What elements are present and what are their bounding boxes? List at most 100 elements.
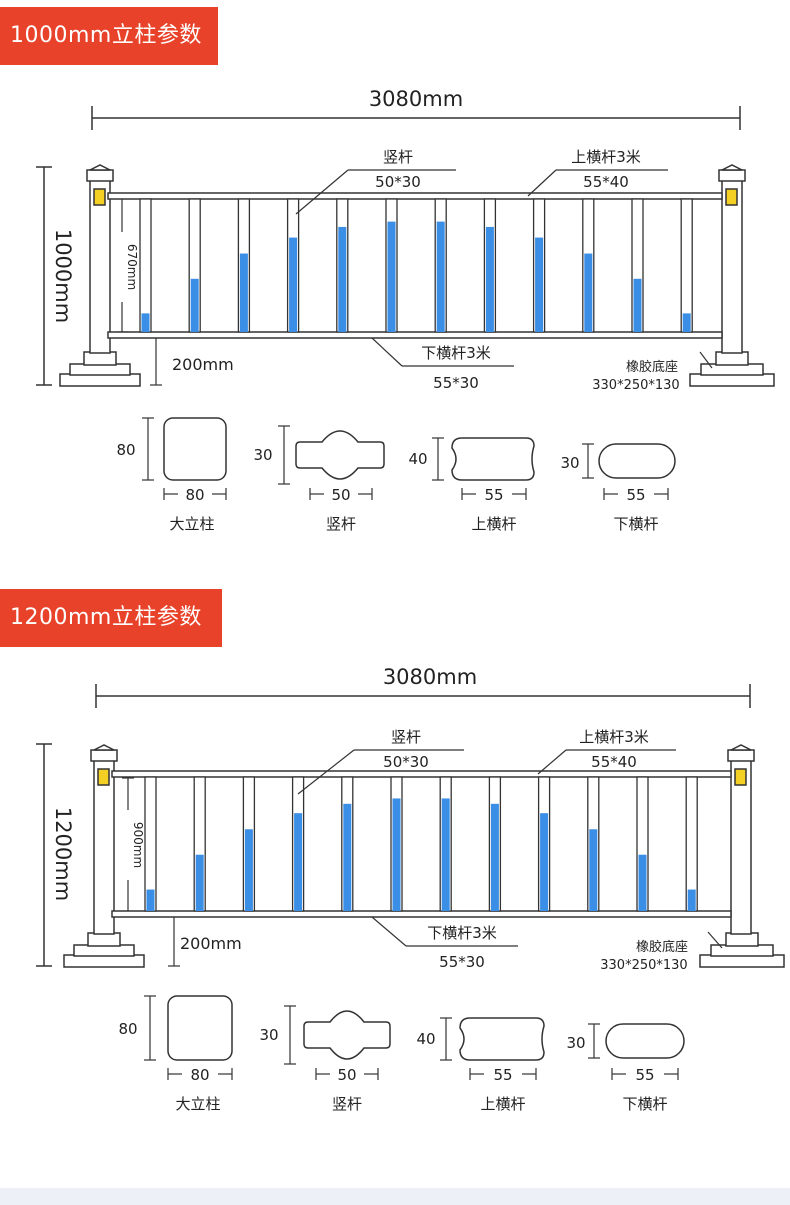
inner-height-label: 670mm <box>125 244 139 290</box>
vertical-bar-size: 50*30 <box>375 173 421 191</box>
vertical-bar-blue-fill <box>535 237 544 332</box>
profile-width-label: 55 <box>635 1066 654 1084</box>
profile-top-rail: 40 55 上横杆 <box>416 1017 545 1113</box>
vertical-bar-blue-fill <box>343 803 352 911</box>
profile-caption: 上横杆 <box>480 1095 525 1113</box>
profile-caption: 下横杆 <box>613 515 658 533</box>
vertical-bar-blue-fill <box>633 278 642 332</box>
bottom-rail <box>111 910 732 918</box>
profile-height-label: 30 <box>566 1034 585 1052</box>
profile-height-label: 30 <box>560 454 579 472</box>
width-dimension-label: 3080mm <box>383 665 477 689</box>
vertical-bar-blue-fill <box>589 829 598 911</box>
vertical-bar-name: 竖杆 <box>383 148 413 166</box>
vertical-bars <box>139 198 693 333</box>
vertical-bar-blue-fill <box>682 313 691 332</box>
vertical-bar-blue-fill <box>387 221 396 332</box>
section-1000mm: 1000mm立柱参数 3080mm 1000mm <box>0 0 790 580</box>
vertical-bar-blue-fill <box>584 253 593 332</box>
vertical-bar-blue-fill <box>436 221 445 332</box>
bottom-rail-size: 55*30 <box>439 953 485 971</box>
vertical-bar-blue-fill <box>141 313 150 332</box>
base-size: 330*250*130 <box>600 958 687 973</box>
vertical-bar-size: 50*30 <box>383 753 429 771</box>
vertical-bar-blue-fill <box>190 278 199 332</box>
height-dimension-label: 1000mm <box>51 229 75 323</box>
vertical-bar-blue-fill <box>490 803 499 911</box>
vertical-bars <box>144 776 698 912</box>
profile-height-label: 30 <box>259 1026 278 1044</box>
profile-width-label: 80 <box>190 1066 209 1084</box>
profile-caption: 大立柱 <box>175 1095 220 1113</box>
vertical-bar-blue-fill <box>289 237 298 332</box>
left-post <box>59 164 141 387</box>
profile-width-label: 55 <box>484 486 503 504</box>
bottom-rail <box>107 331 723 339</box>
profile-height-label: 30 <box>253 446 272 464</box>
vertical-bar-blue-fill <box>244 829 253 911</box>
vertical-bar-blue-fill <box>638 854 647 911</box>
profile-vertical-bar: 30 50 竖杆 <box>253 425 385 533</box>
profile-height-label: 80 <box>116 441 135 459</box>
top-rail-name: 上横杆3米 <box>571 148 641 166</box>
profile-width-label: 50 <box>337 1066 356 1084</box>
section-title-badge: 1200mm立柱参数 <box>0 589 222 647</box>
height-dimension-label: 1200mm <box>51 807 75 901</box>
vertical-bar <box>139 198 152 333</box>
base-size: 330*250*130 <box>592 378 679 393</box>
profile-main-post: 80 80 大立柱 <box>116 417 227 533</box>
base-name: 橡胶底座 <box>636 939 688 955</box>
profile-height-label: 40 <box>416 1030 435 1048</box>
profile-caption: 竖杆 <box>332 1095 362 1113</box>
profile-caption: 竖杆 <box>326 515 356 533</box>
inner-height-label: 900mm <box>131 822 145 868</box>
bottom-rail-name: 下横杆3米 <box>427 924 497 942</box>
vertical-bar-blue-fill <box>687 889 696 911</box>
vertical-bar-blue-fill <box>540 813 549 911</box>
vertical-bar-blue-fill <box>392 798 401 911</box>
right-post <box>689 164 775 387</box>
top-rail <box>107 192 723 200</box>
gap-label: 200mm <box>180 934 242 953</box>
profile-width-label: 80 <box>185 486 204 504</box>
vertical-bar-name: 竖杆 <box>391 728 421 746</box>
vertical-bar-blue-fill <box>146 889 155 911</box>
section-title-badge: 1000mm立柱参数 <box>0 7 218 65</box>
profile-caption: 上横杆 <box>471 515 516 533</box>
fence-drawing: 3080mm 1200mm 900mm <box>36 665 785 1113</box>
top-rail-size: 55*40 <box>583 173 629 191</box>
profile-caption: 大立柱 <box>169 515 214 533</box>
right-post <box>699 744 785 968</box>
profile-width-label: 55 <box>626 486 645 504</box>
top-rail-size: 55*40 <box>591 753 637 771</box>
profile-width-label: 55 <box>493 1066 512 1084</box>
vertical-bar-blue-fill <box>485 226 494 332</box>
fence-drawing: 3080mm 1000mm 670mm <box>36 87 775 533</box>
profile-vertical-bar: 30 50 竖杆 <box>259 1005 391 1113</box>
bottom-band <box>0 1188 790 1205</box>
profile-caption: 下横杆 <box>622 1095 667 1113</box>
profile-main-post: 80 80 大立柱 <box>118 995 233 1113</box>
profile-height-label: 40 <box>408 450 427 468</box>
top-rail <box>111 770 732 778</box>
gap-label: 200mm <box>172 355 234 374</box>
bottom-rail-size: 55*30 <box>433 374 479 392</box>
profile-top-rail: 40 55 上横杆 <box>408 437 535 533</box>
bottom-rail-name: 下横杆3米 <box>421 344 491 362</box>
vertical-bar-blue-fill <box>294 813 303 911</box>
profile-height-label: 80 <box>118 1020 137 1038</box>
vertical-bar-blue-fill <box>338 226 347 332</box>
vertical-bar-blue-fill <box>239 253 248 332</box>
profile-bottom-rail: 30 55 下横杆 <box>560 443 676 533</box>
profile-bottom-rail: 30 55 下横杆 <box>566 1023 685 1113</box>
base-name: 橡胶底座 <box>626 359 678 375</box>
left-post <box>63 744 145 968</box>
top-rail-name: 上横杆3米 <box>579 728 649 746</box>
width-dimension-label: 3080mm <box>369 87 463 111</box>
vertical-bar <box>680 198 693 333</box>
profile-width-label: 50 <box>331 486 350 504</box>
section-1200mm: 1200mm立柱参数 3080mm 1200mm 900mm <box>0 582 790 1162</box>
vertical-bar-blue-fill <box>441 798 450 911</box>
vertical-bar-blue-fill <box>195 854 204 911</box>
